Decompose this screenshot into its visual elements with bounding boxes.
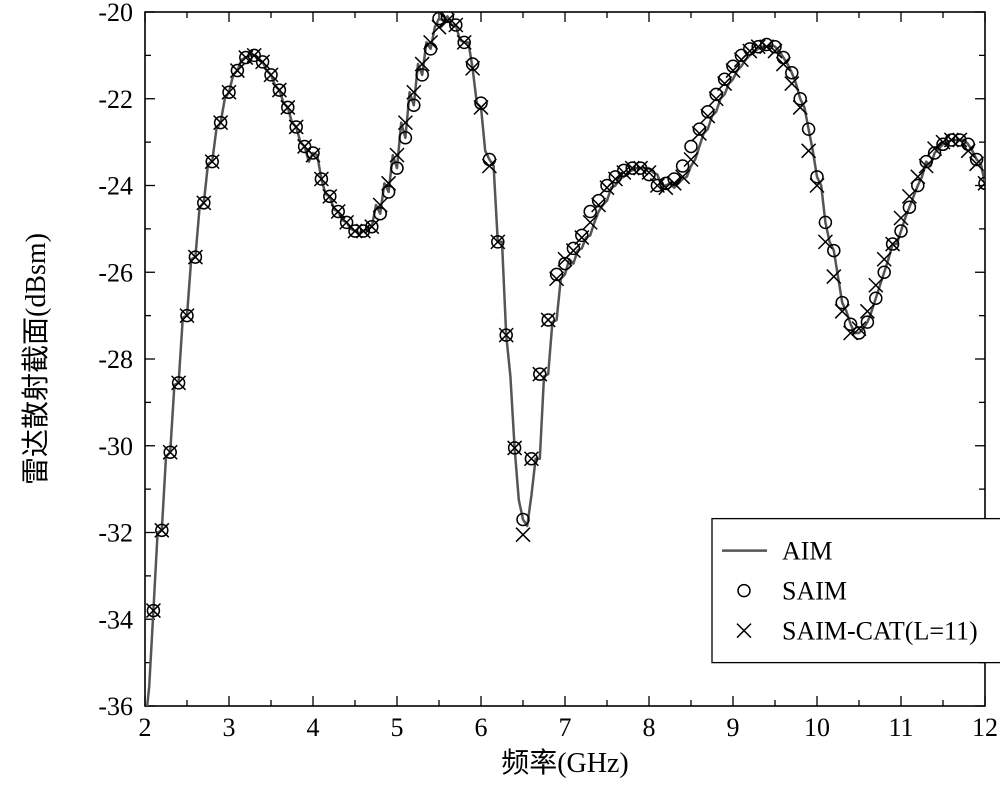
legend: AIM SAIM SAIM-CAT(L=11) <box>712 519 1000 663</box>
x-tick-label: 3 <box>223 713 236 742</box>
y-tick-label: -28 <box>98 345 133 374</box>
y-tick-label: -24 <box>98 172 133 201</box>
chart-svg: 2 3 4 5 6 7 8 9 10 11 12 -36 -34 -32 -30 -28 -26 -24 -22 -2… <box>0 0 1000 788</box>
legend-label: SAIM-CAT(L=11) <box>782 617 978 646</box>
rcs-vs-frequency-chart: 2 3 4 5 6 7 8 9 10 11 12 -36 -34 -32 -30 -28 -26 -24 -22 -2… <box>0 0 1000 788</box>
y-tick-label: -20 <box>98 0 133 27</box>
y-tick-label: -26 <box>98 258 133 287</box>
y-tick-label: -36 <box>98 692 133 721</box>
y-tick-label: -22 <box>98 85 133 114</box>
x-tick-label: 4 <box>307 713 320 742</box>
x-tick-label: 10 <box>804 713 830 742</box>
x-tick-label: 7 <box>559 713 572 742</box>
y-tick-label: -32 <box>98 519 133 548</box>
x-tick-label: 8 <box>643 713 656 742</box>
x-tick-label: 9 <box>727 713 740 742</box>
x-tick-label: 2 <box>139 713 152 742</box>
x-tick-label: 6 <box>475 713 488 742</box>
x-tick-label: 5 <box>391 713 404 742</box>
y-tick-label: -30 <box>98 432 133 461</box>
x-axis-label: 频率(GHz) <box>501 747 629 779</box>
legend-label: SAIM <box>782 577 847 606</box>
y-axis-label: 雷达散射截面(dBsm) <box>20 233 52 485</box>
y-tick-label: -34 <box>98 605 133 634</box>
x-tick-label: 11 <box>888 713 913 742</box>
legend-label: AIM <box>782 537 833 566</box>
x-tick-label: 12 <box>972 713 998 742</box>
